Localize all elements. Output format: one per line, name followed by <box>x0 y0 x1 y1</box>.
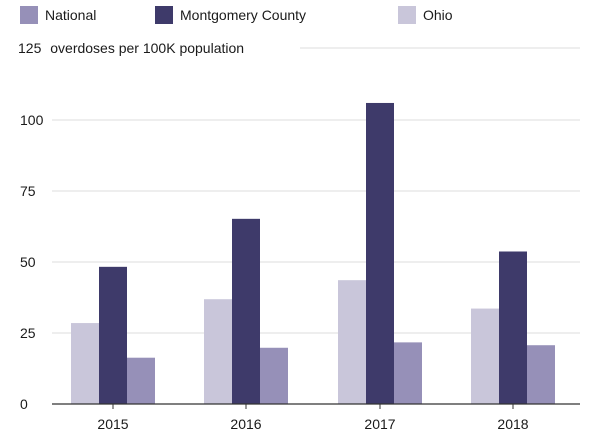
bar-ohio-2015 <box>71 323 99 404</box>
bar-ohio-2017 <box>338 280 366 404</box>
y-tick-50: 50 <box>20 254 36 270</box>
y-axis-title: 125 overdoses per 100K population <box>18 40 244 56</box>
bar-montgomery-county-2016 <box>232 218 260 404</box>
legend-label-montgomery-county: Montgomery County <box>180 7 306 23</box>
x-tick-2017: 2017 <box>364 416 395 432</box>
y-tick-75: 75 <box>20 183 36 199</box>
bar-national-2015 <box>127 357 155 404</box>
bar-montgomery-county-2017 <box>366 102 394 405</box>
legend-label-national: National <box>45 7 96 23</box>
bar-ohio-2018 <box>471 308 499 404</box>
x-tick-2015: 2015 <box>97 416 128 432</box>
x-tick-2016: 2016 <box>230 416 261 432</box>
y-axis-labels: 0 25 50 75 100 <box>20 112 44 412</box>
bar-national-2018 <box>527 345 555 404</box>
bar-montgomery-county-2018 <box>499 251 527 404</box>
bar-montgomery-county-2015 <box>99 266 127 404</box>
bars <box>52 102 580 405</box>
bar-ohio-2016 <box>204 299 232 404</box>
x-axis-labels: 2015 2016 2017 2018 <box>97 404 529 432</box>
bar-national-2016 <box>260 347 288 404</box>
legend-label-ohio: Ohio <box>423 7 453 23</box>
y-tick-100: 100 <box>20 112 44 128</box>
y-axis-unit: overdoses per 100K population <box>50 40 244 56</box>
bar-national-2017 <box>394 342 422 404</box>
y-tick-0: 0 <box>20 396 28 412</box>
legend-swatch-ohio <box>398 6 416 24</box>
y-tick-25: 25 <box>20 325 36 341</box>
legend-swatch-montgomery-county <box>155 6 173 24</box>
y-axis-top-label: 125 overdoses per 100K population <box>18 40 244 56</box>
legend-swatch-national <box>20 6 38 24</box>
y-axis-top-tick: 125 <box>18 40 42 56</box>
x-tick-2018: 2018 <box>497 416 528 432</box>
chart-legend: National Montgomery County Ohio <box>20 6 453 24</box>
